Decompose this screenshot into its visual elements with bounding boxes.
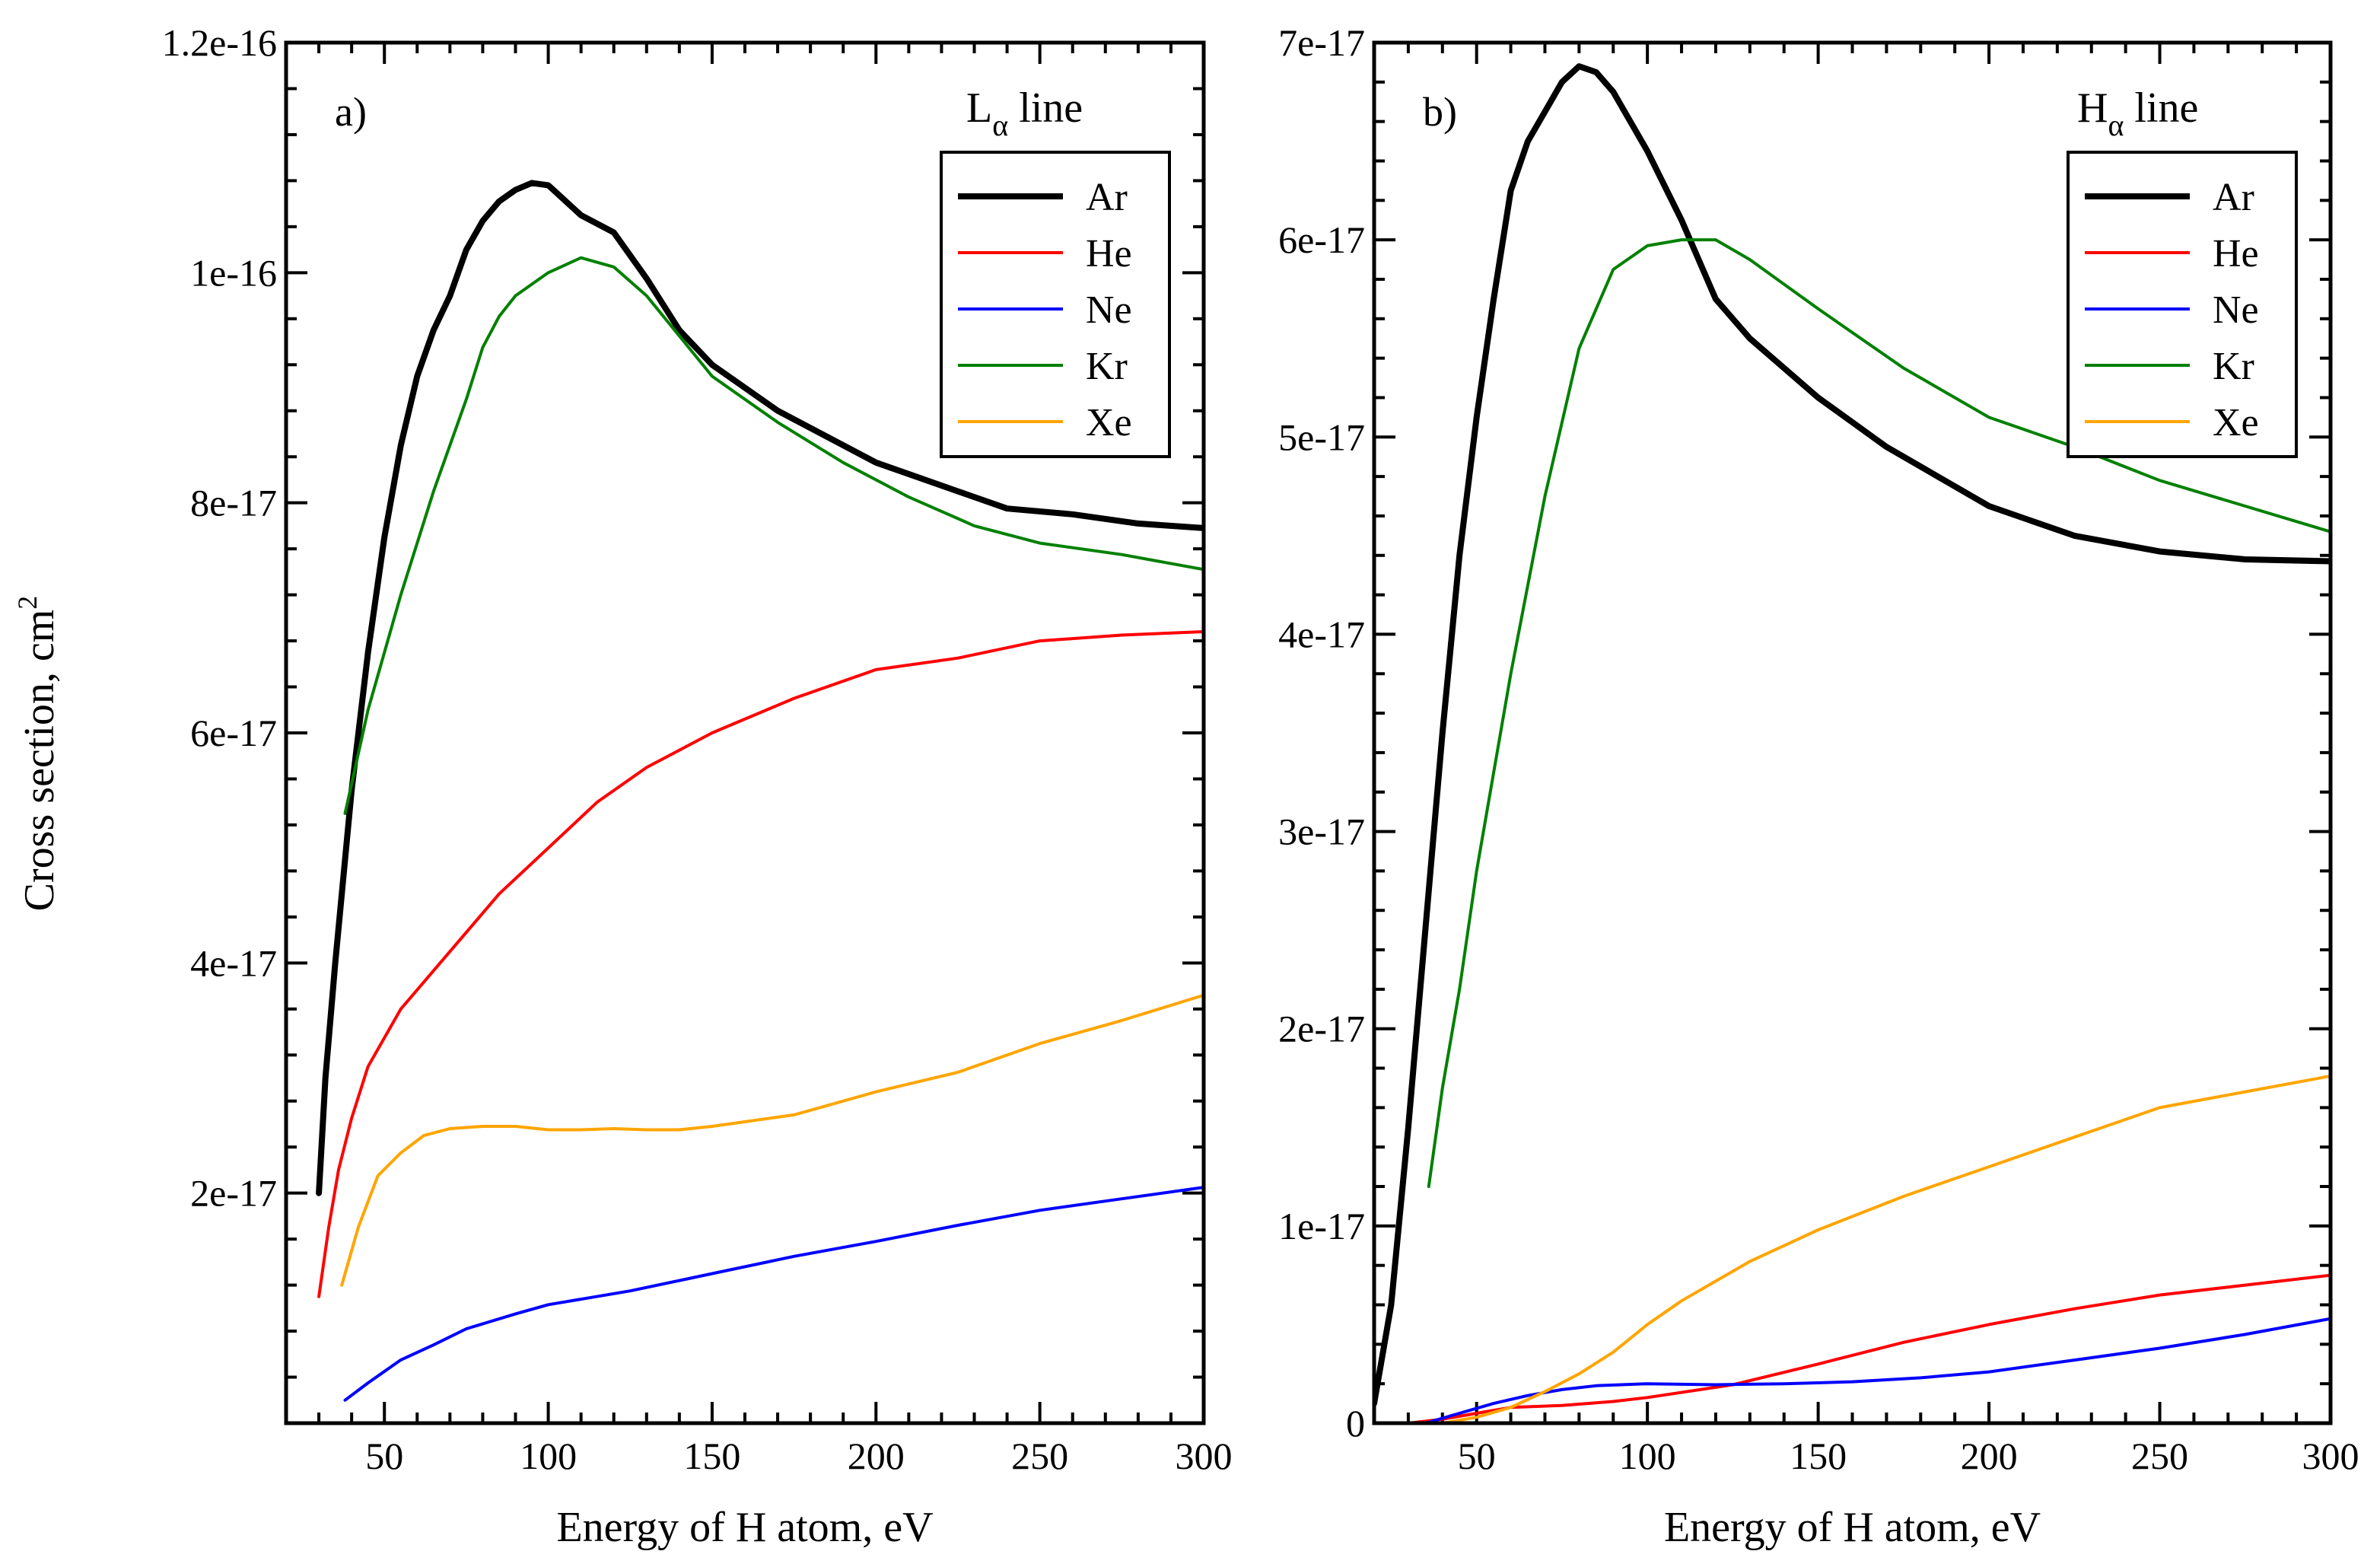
- y-tick-label: 6e-17: [1278, 218, 1365, 261]
- legend-label-xe: Xe: [2213, 401, 2259, 444]
- series-line-ar: [1374, 63, 2331, 1407]
- y-tick-label: 5e-17: [1278, 416, 1365, 458]
- x-tick-label: 50: [1458, 1435, 1496, 1477]
- line-title: Lα line: [966, 84, 1083, 142]
- y-tick-label: 4e-17: [190, 941, 277, 984]
- panel-label: a): [335, 89, 367, 135]
- line-title-sub: α: [992, 108, 1008, 142]
- y-tick-label: 2e-17: [1278, 1008, 1365, 1050]
- legend-label-ar: Ar: [2213, 176, 2254, 219]
- legend-label-ne: Ne: [1086, 288, 1132, 332]
- panel-a: 50 100 150 200 250 300 2e-17 4e-17 6e-17 8e-17 1e-…: [162, 21, 1233, 1551]
- series-line-kr: [343, 256, 1204, 815]
- y-tick-label: 1.2e-16: [162, 21, 277, 64]
- series-line-he: [1406, 1273, 2331, 1423]
- legend-label-ar: Ar: [1086, 176, 1128, 219]
- y-tick-label: 0: [1346, 1402, 1365, 1444]
- series-line-ne: [1424, 1317, 2331, 1423]
- x-tick-label: 50: [365, 1435, 403, 1477]
- legend-label-xe: Xe: [1086, 401, 1132, 444]
- line-title-sub: α: [2108, 108, 2124, 142]
- series-line-he: [317, 630, 1204, 1298]
- x-tick-label: 300: [2302, 1435, 2359, 1477]
- legend-label-kr: Kr: [2213, 345, 2254, 388]
- y-tick-label: 4e-17: [1278, 613, 1365, 655]
- line-title-suffix: line: [2124, 84, 2198, 132]
- y-tick-label: 7e-17: [1278, 21, 1365, 64]
- series-line-xe: [340, 993, 1204, 1287]
- y-tick-label: 3e-17: [1278, 811, 1365, 853]
- plot-frame: [284, 40, 1206, 1425]
- series-line-ar: [316, 180, 1204, 1196]
- series-line-ne: [343, 1186, 1204, 1402]
- panel-label: b): [1423, 89, 1457, 135]
- plot-frame: [1372, 40, 2333, 1425]
- y-axis-label: Cross section, cm2: [12, 596, 63, 912]
- x-axis-label: Energy of H atom, eV: [556, 1504, 933, 1551]
- x-tick-label: 150: [1790, 1435, 1847, 1477]
- line-title-main: H: [2077, 84, 2108, 132]
- line-title: Hα line: [2077, 84, 2198, 142]
- line-title-suffix: line: [1008, 84, 1083, 132]
- y-tick-label: 2e-17: [190, 1172, 277, 1215]
- y-axis-label-superscript: 2: [12, 596, 43, 610]
- series-line-xe: [1440, 1074, 2331, 1423]
- x-tick-label: 250: [1011, 1435, 1068, 1477]
- x-tick-label: 100: [1619, 1435, 1676, 1477]
- x-tick-label: 200: [848, 1435, 905, 1477]
- x-axis-label: Energy of H atom, eV: [1664, 1504, 2041, 1551]
- panel-b: 50 100 150 200 250 300 0 1e-17 2e-17 3e-17 4e-17 5e…: [1278, 21, 2359, 1551]
- x-tick-label: 300: [1176, 1435, 1233, 1477]
- y-axis-label-text: Cross section, cm: [16, 610, 63, 912]
- legend-label-ne: Ne: [2213, 288, 2259, 332]
- y-tick-label: 6e-17: [190, 712, 277, 754]
- legend-box: [2067, 151, 2298, 458]
- line-title-main: L: [966, 84, 992, 132]
- x-tick-label: 100: [520, 1435, 577, 1477]
- x-tick-label: 200: [1961, 1435, 2018, 1477]
- legend-label-kr: Kr: [1086, 345, 1128, 388]
- x-tick-label: 150: [683, 1435, 740, 1477]
- legend-label-he: He: [2213, 232, 2259, 275]
- x-tick-label: 250: [2131, 1435, 2188, 1477]
- y-tick-label: 8e-17: [190, 482, 277, 524]
- legend-box: [940, 151, 1171, 458]
- y-tick-label: 1e-16: [190, 251, 277, 294]
- y-tick-label: 1e-17: [1278, 1205, 1365, 1247]
- legend-label-he: He: [1086, 232, 1132, 275]
